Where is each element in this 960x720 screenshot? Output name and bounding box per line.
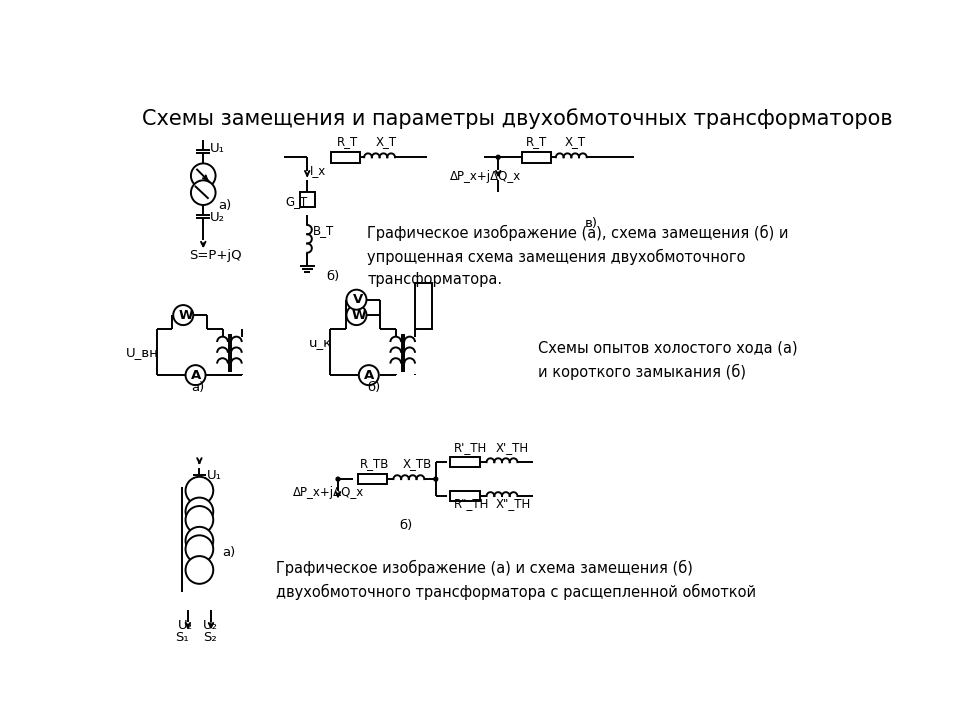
Text: R_ТВ: R_ТВ bbox=[360, 456, 390, 469]
Bar bbox=[522, 152, 551, 163]
Text: R_T: R_T bbox=[526, 135, 547, 148]
Text: S=P+jQ: S=P+jQ bbox=[189, 249, 242, 262]
Text: A: A bbox=[364, 369, 374, 382]
Text: W: W bbox=[179, 309, 193, 322]
Text: б): б) bbox=[326, 271, 340, 284]
Circle shape bbox=[185, 527, 213, 554]
Text: W: W bbox=[352, 309, 367, 322]
Circle shape bbox=[185, 477, 213, 505]
Circle shape bbox=[173, 305, 193, 325]
Text: Схемы опытов холостого хода (а)
и короткого замыкания (б): Схемы опытов холостого хода (а) и коротк… bbox=[539, 341, 798, 379]
Circle shape bbox=[191, 163, 216, 188]
Text: X"_ТН: X"_ТН bbox=[496, 497, 531, 510]
Text: б): б) bbox=[368, 381, 380, 394]
Bar bbox=[450, 457, 480, 467]
Bar bbox=[300, 192, 315, 207]
Text: R'_ТН: R'_ТН bbox=[454, 441, 488, 454]
Text: в): в) bbox=[585, 217, 597, 230]
Bar bbox=[358, 474, 387, 485]
Text: U₂: U₂ bbox=[209, 211, 225, 224]
Text: X_T: X_T bbox=[375, 135, 396, 148]
Circle shape bbox=[185, 365, 205, 385]
Text: ΔP_x+jΔQ_x: ΔP_x+jΔQ_x bbox=[294, 486, 365, 499]
Text: A: A bbox=[191, 369, 202, 382]
Circle shape bbox=[347, 289, 367, 310]
Circle shape bbox=[359, 365, 379, 385]
Text: Схемы замещения и параметры двухобмоточных трансформаторов: Схемы замещения и параметры двухобмоточн… bbox=[142, 108, 892, 129]
Text: S₁: S₁ bbox=[175, 631, 188, 644]
Circle shape bbox=[496, 156, 500, 159]
Text: а): а) bbox=[192, 381, 204, 394]
Text: U₁: U₁ bbox=[207, 469, 222, 482]
Text: U₁: U₁ bbox=[209, 142, 225, 155]
Circle shape bbox=[185, 556, 213, 584]
Circle shape bbox=[185, 506, 213, 534]
Circle shape bbox=[191, 180, 216, 205]
Circle shape bbox=[185, 535, 213, 563]
Text: R"_ТН: R"_ТН bbox=[454, 497, 490, 510]
Text: u_к: u_к bbox=[309, 336, 332, 349]
Bar bbox=[415, 283, 432, 329]
Text: B_T: B_T bbox=[313, 224, 335, 237]
Bar bbox=[331, 152, 360, 163]
Text: V: V bbox=[352, 293, 363, 306]
Circle shape bbox=[185, 498, 213, 526]
Circle shape bbox=[434, 477, 438, 481]
Text: U_вн: U_вн bbox=[127, 346, 159, 359]
Text: R_T: R_T bbox=[336, 135, 358, 148]
Bar bbox=[450, 491, 480, 501]
Text: X'_ТН: X'_ТН bbox=[496, 441, 529, 454]
Circle shape bbox=[347, 305, 367, 325]
Text: Графическое изображение (а), схема замещения (б) и
упрощенная схема замещения дв: Графическое изображение (а), схема замещ… bbox=[368, 225, 789, 287]
Text: Графическое изображение (а) и схема замещения (б)
двухобмоточного трансформатора: Графическое изображение (а) и схема заме… bbox=[276, 560, 756, 600]
Text: X_ТВ: X_ТВ bbox=[402, 456, 432, 469]
Text: U₂: U₂ bbox=[178, 619, 193, 632]
Text: S₂: S₂ bbox=[204, 631, 217, 644]
Circle shape bbox=[336, 477, 340, 481]
Text: ΔP_x+jΔQ_x: ΔP_x+jΔQ_x bbox=[449, 171, 521, 184]
Text: I_x: I_x bbox=[309, 164, 325, 177]
Text: U₂: U₂ bbox=[204, 619, 218, 632]
Text: X_T: X_T bbox=[565, 135, 587, 148]
Text: а): а) bbox=[223, 546, 236, 559]
Text: б): б) bbox=[399, 519, 413, 532]
Text: G_T: G_T bbox=[286, 195, 308, 208]
Text: а): а) bbox=[219, 199, 232, 212]
